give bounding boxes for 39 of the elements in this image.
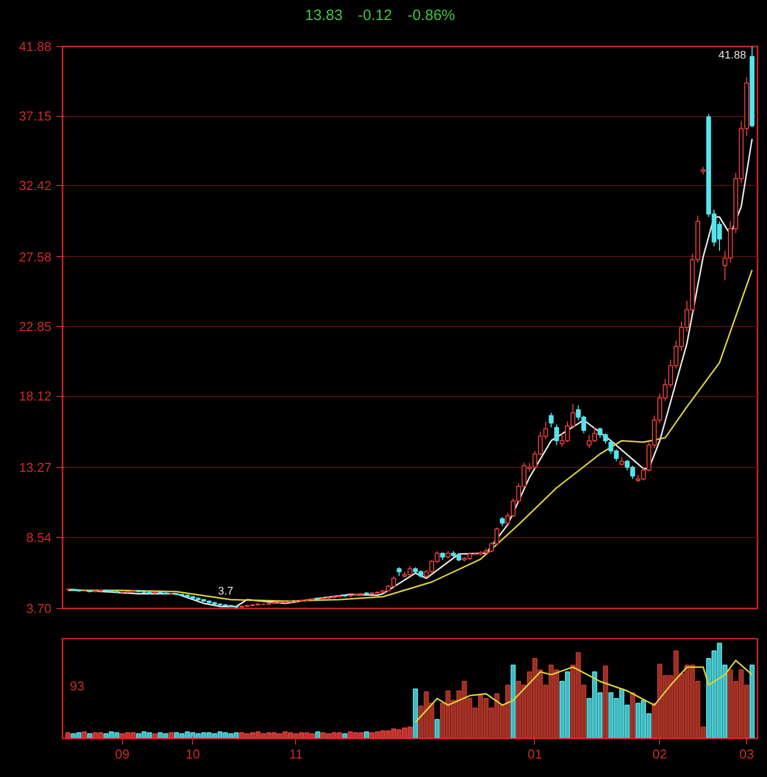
bar: [315, 731, 320, 738]
bar: [510, 664, 516, 738]
y-tick-label: 27.58: [18, 249, 52, 264]
candlestick: [554, 424, 559, 446]
y-tick-label: 22.85: [18, 319, 52, 334]
bar: [87, 733, 92, 738]
annotation: 3.7: [218, 586, 234, 598]
line-series: [67, 269, 753, 602]
x-tick-label: 10: [186, 746, 200, 762]
bar: [630, 692, 636, 738]
text: 13.83: [305, 6, 343, 26]
bar: [82, 731, 87, 738]
y-tick-label: 13.27: [18, 460, 52, 476]
annotation: 41.88: [718, 50, 746, 62]
x-tick-label: 03: [739, 746, 754, 762]
x-tick-label: 09: [114, 746, 130, 762]
bar: [342, 733, 348, 738]
x-tick-label: 01: [528, 746, 542, 762]
annotation: 93: [70, 678, 84, 694]
y-tick-label: 3.70: [26, 601, 52, 616]
line-series: [67, 138, 753, 608]
x-tick-label: 11: [289, 746, 303, 762]
bar: [602, 666, 608, 738]
candlestick: [548, 412, 554, 428]
y-tick-label: 37.15: [18, 108, 52, 124]
bar: [65, 732, 70, 738]
x-tick-label: 02: [652, 746, 668, 762]
y-tick-label: 32.42: [18, 178, 52, 194]
bar: [364, 731, 370, 738]
y-tick-label: 8.54: [26, 530, 52, 545]
y-tick-label: 41.88: [18, 39, 52, 54]
text: -0.12: [358, 6, 392, 26]
bar: [434, 718, 440, 738]
text: -0.86%: [407, 6, 455, 26]
bar: [168, 732, 174, 738]
y-tick-label: 18.12: [18, 388, 52, 404]
bar: [412, 688, 418, 738]
bar: [750, 664, 755, 738]
bar: [152, 733, 158, 738]
